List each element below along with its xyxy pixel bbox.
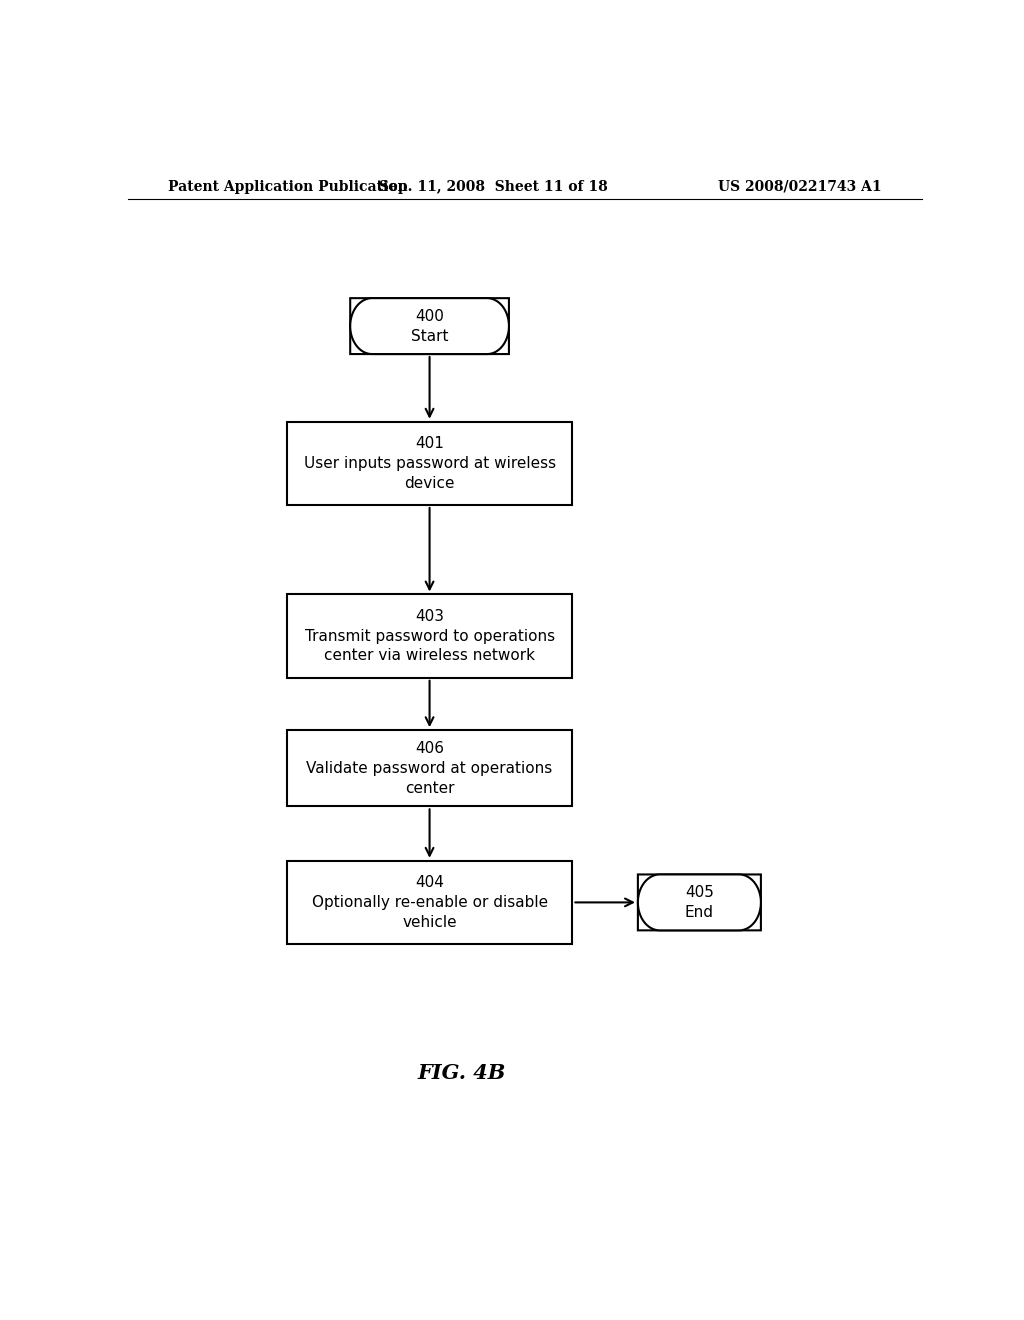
Text: FIG. 4B: FIG. 4B bbox=[417, 1063, 506, 1084]
FancyBboxPatch shape bbox=[287, 730, 572, 807]
PathPatch shape bbox=[638, 874, 761, 931]
FancyBboxPatch shape bbox=[638, 874, 761, 931]
FancyBboxPatch shape bbox=[287, 421, 572, 506]
Text: 404
Optionally re-enable or disable
vehicle: 404 Optionally re-enable or disable vehi… bbox=[311, 875, 548, 929]
Text: 405
End: 405 End bbox=[685, 884, 714, 920]
Text: 406
Validate password at operations
center: 406 Validate password at operations cent… bbox=[306, 741, 553, 796]
Text: 400
Start: 400 Start bbox=[411, 309, 449, 343]
Text: 403
Transmit password to operations
center via wireless network: 403 Transmit password to operations cent… bbox=[304, 609, 555, 664]
FancyBboxPatch shape bbox=[287, 861, 572, 944]
FancyBboxPatch shape bbox=[287, 594, 572, 677]
Text: Sep. 11, 2008  Sheet 11 of 18: Sep. 11, 2008 Sheet 11 of 18 bbox=[379, 180, 607, 194]
Text: US 2008/0221743 A1: US 2008/0221743 A1 bbox=[718, 180, 882, 194]
PathPatch shape bbox=[350, 298, 509, 354]
FancyBboxPatch shape bbox=[350, 298, 509, 354]
Text: 401
User inputs password at wireless
device: 401 User inputs password at wireless dev… bbox=[303, 436, 556, 491]
Text: Patent Application Publication: Patent Application Publication bbox=[168, 180, 408, 194]
